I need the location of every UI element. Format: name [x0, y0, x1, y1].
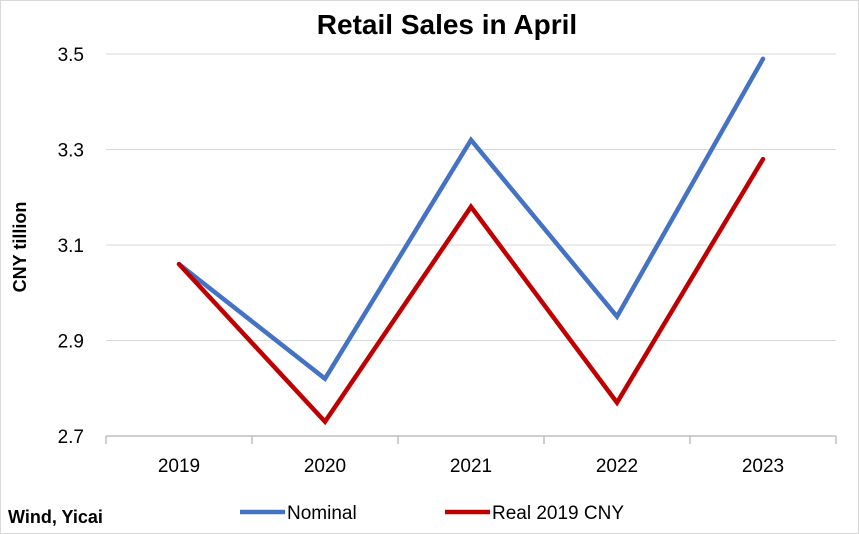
legend-label: Real 2019 CNY [492, 503, 624, 524]
y-tick-label: 3.5 [58, 45, 84, 66]
y-tick-label: 2.9 [58, 332, 84, 353]
y-tick-label: 3.3 [58, 141, 84, 162]
series-line-0 [176, 56, 766, 383]
y-tick-label: 3.1 [58, 236, 84, 257]
legend-label: Nominal [287, 503, 357, 524]
x-tick-label: 2020 [304, 456, 346, 477]
y-tick-labels: 2.7 2.9 3.1 3.3 3.5 [58, 45, 84, 448]
series-line-1 [176, 156, 766, 426]
source-note: Wind, Yicai [8, 507, 103, 527]
x-tick-label: 2021 [450, 456, 492, 477]
gridlines [106, 53, 836, 341]
legend: Nominal Real 2019 CNY [240, 503, 624, 524]
x-tick-label: 2019 [158, 456, 200, 477]
x-axis: 2019 2020 2021 2022 2023 [105, 435, 837, 477]
x-tick-label: 2022 [596, 456, 638, 477]
x-tick-label: 2023 [742, 456, 784, 477]
series-lines [176, 56, 766, 426]
y-tick-label: 2.7 [58, 427, 84, 448]
y-axis-label: CNY tillion [10, 202, 30, 293]
chart-title: Retail Sales in April [317, 9, 577, 40]
